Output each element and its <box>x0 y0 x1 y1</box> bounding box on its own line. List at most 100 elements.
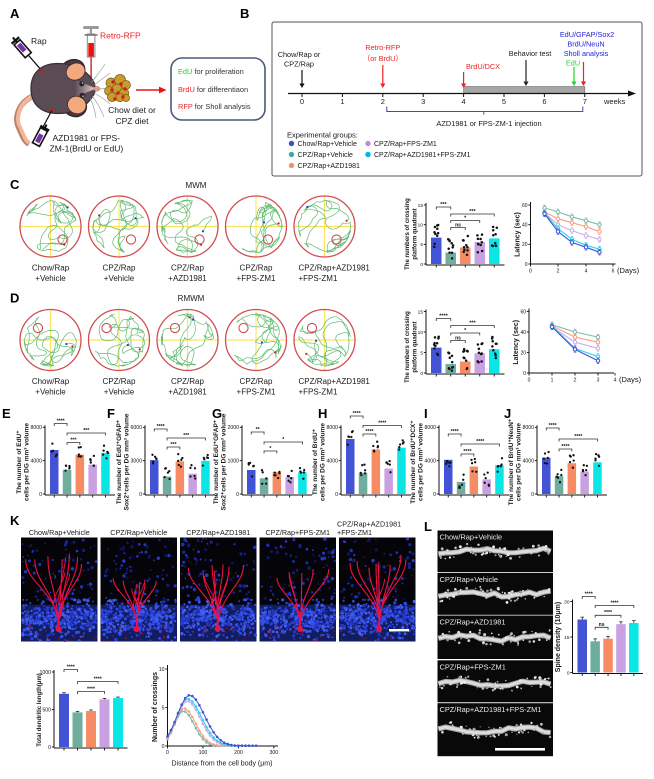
svg-text:CPZ/Rap+AZD1981+FPS-ZM1: CPZ/Rap+AZD1981+FPS-ZM1 <box>374 152 471 159</box>
svg-text:1000: 1000 <box>227 458 239 464</box>
svg-text:CPZ/Rap+AZD1981: CPZ/Rap+AZD1981 <box>440 618 506 627</box>
svg-text:***: *** <box>83 428 90 434</box>
svg-text:0: 0 <box>567 670 570 676</box>
svg-text:200: 200 <box>234 750 243 756</box>
svg-text:4: 4 <box>462 97 466 106</box>
svg-text:(Days): (Days) <box>617 266 640 275</box>
svg-text:CPZ diet: CPZ diet <box>115 116 149 126</box>
svg-text:****: **** <box>87 686 96 692</box>
svg-text:4: 4 <box>585 269 588 275</box>
svg-text:8000: 8000 <box>522 425 534 431</box>
svg-text:CPZ/Rap: CPZ/Rap <box>240 264 273 273</box>
svg-text:****: **** <box>463 449 472 455</box>
svg-text:A: A <box>10 6 20 21</box>
svg-text:***: *** <box>469 320 476 326</box>
svg-text:+AZD1981: +AZD1981 <box>168 274 207 283</box>
svg-text:CPZ/Rap: CPZ/Rap <box>103 264 136 273</box>
svg-text:Latency (sec): Latency (sec) <box>515 212 522 257</box>
svg-text:（or BrdU）: （or BrdU） <box>363 54 403 63</box>
svg-text:0: 0 <box>528 378 531 384</box>
svg-text:6: 6 <box>542 97 546 106</box>
svg-text:****: **** <box>353 411 362 417</box>
svg-text:Chow/Rap: Chow/Rap <box>32 377 70 386</box>
svg-text:*: * <box>269 446 272 452</box>
svg-text:The number of EdU⁺GFAP⁺: The number of EdU⁺GFAP⁺ <box>213 419 220 504</box>
svg-text:10: 10 <box>418 222 424 228</box>
svg-text:I: I <box>424 406 428 421</box>
svg-text:300: 300 <box>270 750 279 756</box>
svg-text:***: *** <box>170 442 177 448</box>
svg-text:+FPS-ZM1: +FPS-ZM1 <box>237 388 276 397</box>
svg-text:CPZ/Rap+AZD1981+FPS-ZM1: CPZ/Rap+AZD1981+FPS-ZM1 <box>440 705 542 714</box>
svg-text:BrdU/NeuN: BrdU/NeuN <box>567 40 604 49</box>
svg-text:3000: 3000 <box>130 458 142 464</box>
svg-text:Chow/Rap+Vehicle: Chow/Rap+Vehicle <box>298 141 357 148</box>
svg-text:10: 10 <box>159 667 165 673</box>
svg-text:C: C <box>10 177 20 192</box>
svg-text:+FPS-ZM1: +FPS-ZM1 <box>299 274 338 283</box>
svg-text:Sholl analysis: Sholl analysis <box>564 49 609 58</box>
svg-text:5: 5 <box>420 242 423 248</box>
svg-text:cells per DG mm³ volume: cells per DG mm³ volume <box>320 423 327 501</box>
svg-text:weeks: weeks <box>603 97 626 106</box>
svg-text:****: **** <box>94 676 103 682</box>
svg-text:The numbers of crossing: The numbers of crossing <box>405 198 411 270</box>
svg-text:CPZ/Rap: CPZ/Rap <box>284 60 314 69</box>
svg-text:L: L <box>424 519 432 534</box>
svg-text:500: 500 <box>42 707 51 713</box>
svg-text:RFP for Sholl analysis: RFP for Sholl analysis <box>178 102 251 111</box>
svg-text:0: 0 <box>523 371 526 377</box>
svg-text:CPZ/Rap: CPZ/Rap <box>171 264 204 273</box>
svg-text:15: 15 <box>418 309 424 315</box>
svg-text:8000: 8000 <box>424 425 436 431</box>
svg-text:+FPS-ZM1: +FPS-ZM1 <box>237 274 276 283</box>
svg-text:The number of EdU⁺: The number of EdU⁺ <box>16 430 23 494</box>
svg-text:6000: 6000 <box>130 425 142 431</box>
svg-text:MWM: MWM <box>186 181 207 190</box>
svg-text:Number of crossings: Number of crossings <box>152 672 159 742</box>
svg-text:8000: 8000 <box>30 425 42 431</box>
svg-text:15: 15 <box>564 635 570 641</box>
svg-text:Chow/Rap+Vehicle: Chow/Rap+Vehicle <box>440 533 503 542</box>
svg-text:EdU: EdU <box>566 59 580 68</box>
svg-text:F: F <box>107 406 115 421</box>
svg-text:40: 40 <box>520 330 526 336</box>
svg-text:cells per DG mm³ volume: cells per DG mm³ volume <box>24 423 31 501</box>
svg-text:30: 30 <box>564 599 570 605</box>
svg-text:****: **** <box>451 429 460 435</box>
svg-text:**: ** <box>256 427 261 433</box>
svg-text:The number of EdU⁺GFAP⁺: The number of EdU⁺GFAP⁺ <box>116 419 123 504</box>
svg-text:Sox2⁺cells per DG mm³ volume: Sox2⁺cells per DG mm³ volume <box>221 413 228 510</box>
svg-text:4000: 4000 <box>522 458 534 464</box>
svg-text:0: 0 <box>531 492 534 498</box>
svg-text:+FPS-ZM1: +FPS-ZM1 <box>337 528 372 537</box>
svg-text:platform quadrant: platform quadrant <box>413 208 419 259</box>
svg-text:AZD1981 or FPS-: AZD1981 or FPS- <box>53 133 121 143</box>
svg-text:CPZ/Rap+FPS-ZM1: CPZ/Rap+FPS-ZM1 <box>440 662 506 671</box>
svg-text:The numbers of crossing: The numbers of crossing <box>405 311 411 383</box>
svg-text:****: **** <box>67 664 76 670</box>
svg-text:4000: 4000 <box>326 458 338 464</box>
svg-text:2: 2 <box>557 269 560 275</box>
svg-text:3: 3 <box>421 97 425 106</box>
svg-text:+Vehicle: +Vehicle <box>104 388 135 397</box>
svg-text:CPZ/Rap+Vehicle: CPZ/Rap+Vehicle <box>440 575 499 584</box>
svg-text:CPZ/Rap: CPZ/Rap <box>240 377 273 386</box>
svg-text:0: 0 <box>162 744 165 750</box>
svg-text:2: 2 <box>574 378 577 384</box>
svg-text:Chow/Rap+Vehicle: Chow/Rap+Vehicle <box>29 528 90 537</box>
svg-text:2000: 2000 <box>227 425 239 431</box>
svg-text:CPZ/Rap+AZD1981: CPZ/Rap+AZD1981 <box>337 520 401 529</box>
svg-text:CPZ/Rap+FPS-ZM1: CPZ/Rap+FPS-ZM1 <box>265 528 330 537</box>
svg-text:EdU for proliferation: EdU for proliferation <box>178 67 244 76</box>
svg-text:CPZ/Rap: CPZ/Rap <box>103 377 136 386</box>
svg-text:The number of BrdU⁺DCX⁺: The number of BrdU⁺DCX⁺ <box>410 420 417 504</box>
svg-text:The number of BrdU⁺NeuN⁺: The number of BrdU⁺NeuN⁺ <box>508 418 515 505</box>
svg-text:60: 60 <box>522 203 528 209</box>
svg-text:0: 0 <box>335 492 338 498</box>
svg-text:0: 0 <box>48 745 51 751</box>
svg-text:ns: ns <box>455 335 461 341</box>
svg-text:4000: 4000 <box>30 458 42 464</box>
svg-text:1: 1 <box>551 378 554 384</box>
svg-text:****: **** <box>574 434 583 440</box>
